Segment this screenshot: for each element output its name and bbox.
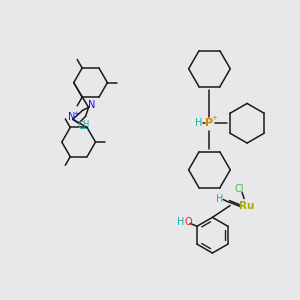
Text: Cl: Cl [234, 184, 244, 194]
Text: H: H [216, 194, 223, 203]
Text: +: + [212, 115, 217, 121]
Text: H: H [82, 120, 89, 129]
Text: H: H [195, 118, 202, 128]
Text: P: P [206, 118, 214, 128]
Text: −: − [80, 124, 88, 134]
Text: O: O [184, 217, 192, 227]
Text: N: N [88, 100, 95, 110]
Text: Ru: Ru [239, 202, 255, 212]
Text: N: N [68, 112, 75, 122]
Text: +: + [74, 111, 80, 117]
Text: C: C [77, 121, 84, 131]
Text: H: H [177, 217, 185, 227]
